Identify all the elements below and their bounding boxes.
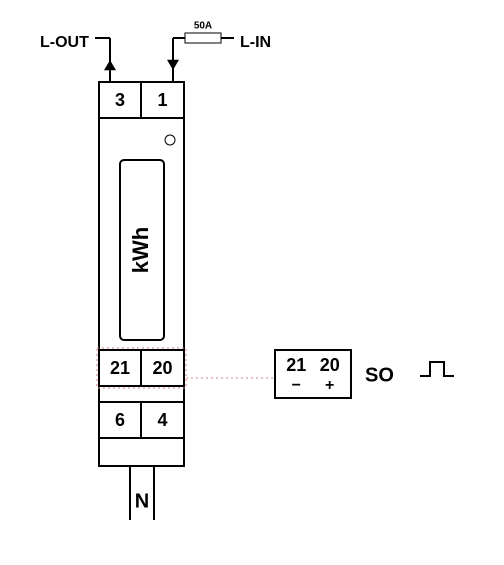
terminal-4: 4 — [157, 410, 167, 430]
so-terminal-21: 21 — [286, 355, 306, 375]
display-unit: kWh — [128, 227, 153, 273]
label-l-in: L-IN — [240, 34, 271, 51]
label-neutral: N — [135, 490, 149, 512]
terminal-1: 1 — [157, 90, 167, 110]
pulse-icon — [420, 362, 454, 376]
terminal-21: 21 — [110, 358, 130, 378]
label-so: SO — [365, 364, 394, 386]
so-terminal-20: 20 — [320, 355, 340, 375]
pulse-led-icon — [165, 135, 175, 145]
label-fuse: 50A — [194, 21, 212, 32]
terminal-3: 3 — [115, 90, 125, 110]
so-sign-plus: + — [325, 377, 334, 394]
terminal-20: 20 — [152, 358, 172, 378]
so-sign-minus: − — [292, 377, 301, 394]
terminal-6: 6 — [115, 410, 125, 430]
label-l-out: L-OUT — [40, 34, 89, 51]
